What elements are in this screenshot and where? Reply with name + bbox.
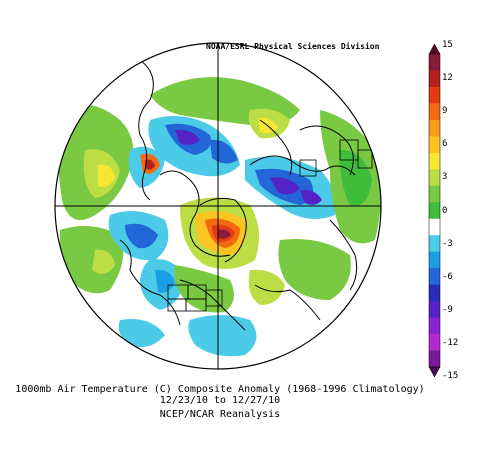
polar-map [55, 43, 381, 369]
colorbar-tick-label: 12 [442, 73, 453, 84]
colorbar-tick-label: -6 [442, 271, 453, 282]
borders [167, 139, 373, 312]
colorbar-segment [429, 152, 440, 170]
map-boundary [54, 42, 382, 370]
credit-label: NOAA/ESRL Physical Sciences Division [206, 42, 380, 51]
colorbar-segment [429, 103, 440, 121]
colorbar-segment [429, 70, 440, 88]
colorbar-top-arrow [428, 43, 441, 55]
colorbar-tick-label: -3 [442, 238, 453, 249]
colorbar-segment [429, 235, 440, 253]
anomaly-field [57, 77, 381, 357]
colorbar-segment [429, 202, 440, 220]
colorbar-segment [429, 169, 440, 187]
colorbar-segment [429, 185, 440, 203]
colorbar-segment [429, 268, 440, 286]
colorbar-bottom-arrow [428, 366, 441, 378]
colorbar-segment [429, 86, 440, 104]
colorbar-segment [429, 251, 440, 269]
colorbar-tick-label: 0 [442, 205, 448, 216]
colorbar-tick-label: -9 [442, 304, 453, 315]
colorbar-tick-label: -12 [442, 337, 459, 348]
colorbar-tick-label: -15 [442, 371, 459, 381]
colorbar-segment [429, 284, 440, 302]
coastlines [119, 59, 358, 331]
colorbar [428, 43, 441, 378]
colorbar-tick-label: 15 [442, 40, 453, 50]
colorbar-segment [429, 119, 440, 137]
colorbar-segment [429, 301, 440, 319]
colorbar-segment [429, 334, 440, 352]
caption-source: NCEP/NCAR Reanalysis [159, 409, 281, 420]
colorbar-segment [429, 136, 440, 154]
colorbar-tick-label: 9 [442, 106, 448, 117]
colorbar-segment [429, 218, 440, 236]
colorbar-tick-label: 6 [442, 139, 448, 150]
caption-dates: 12/23/10 to 12/27/10 [159, 395, 281, 406]
colorbar-tick-label: 3 [442, 172, 448, 183]
colorbar-segment [429, 350, 440, 368]
colorbar-segment [429, 317, 440, 335]
caption-title: 1000mb Air Temperature (C) Composite Ano… [15, 384, 425, 395]
colorbar-segment [429, 54, 440, 71]
